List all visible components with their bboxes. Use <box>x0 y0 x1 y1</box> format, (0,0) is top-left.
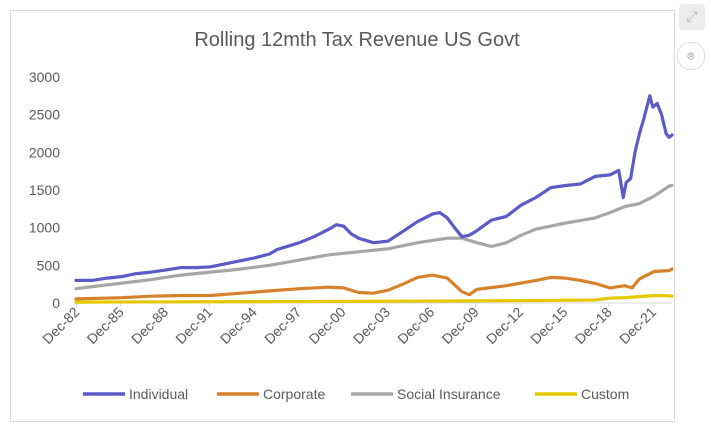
y-axis: 0 500 1000 1500 2000 2500 3000 <box>29 69 60 311</box>
x-tick-label: Dec-18 <box>572 304 615 347</box>
expand-icon[interactable]: ⤢ <box>679 4 705 30</box>
y-tick-label: 2000 <box>29 144 60 160</box>
y-tick-label: 1500 <box>29 182 60 198</box>
x-tick-label: Dec-15 <box>527 304 570 347</box>
series-line-social-insurance <box>74 183 674 291</box>
x-tick-label: Dec-97 <box>261 304 304 347</box>
y-tick-label: 2500 <box>29 107 60 123</box>
x-tick-label: Dec-21 <box>616 304 659 347</box>
legend-label-corporate: Corporate <box>263 386 325 402</box>
x-tick-label: Dec-00 <box>305 304 348 347</box>
x-tick-label: Dec-12 <box>483 304 526 347</box>
series-line-individual <box>74 94 674 282</box>
y-tick-label: 0 <box>52 295 60 311</box>
series-line-corporate <box>74 267 674 301</box>
chart-title: Rolling 12mth Tax Revenue US Govt <box>194 29 520 51</box>
x-tick-label: Dec-06 <box>394 304 437 347</box>
x-tick-label: Dec-82 <box>39 304 82 347</box>
x-axis: Dec-82 Dec-85 Dec-88 Dec-91 Dec-94 Dec-97 Dec-… <box>39 302 672 347</box>
x-tick-label: Dec-03 <box>350 304 393 347</box>
legend[interactable]: Individual Corporate Social Insurance Custo… <box>83 386 629 402</box>
legend-label-custom: Custom <box>581 386 629 402</box>
legend-label-individual: Individual <box>129 386 188 402</box>
x-tick-label: Dec-94 <box>217 304 260 347</box>
x-tick-label: Dec-91 <box>172 304 215 347</box>
y-tick-label: 1000 <box>29 220 60 236</box>
y-tick-label: 500 <box>37 257 61 273</box>
series-line-custom <box>74 293 674 304</box>
y-tick-label: 3000 <box>29 69 60 85</box>
series-lines <box>74 94 674 304</box>
x-tick-label: Dec-09 <box>438 304 481 347</box>
line-chart: Rolling 12mth Tax Revenue US Govt 0 500 10… <box>29 29 674 402</box>
legend-label-social-insurance: Social Insurance <box>397 386 501 402</box>
x-tick-label: Dec-88 <box>128 304 171 347</box>
chart-container: Rolling 12mth Tax Revenue US Govt 0 500 10… <box>10 10 675 422</box>
x-tick-label: Dec-85 <box>84 304 127 347</box>
visual-search-icon[interactable]: ⌾ <box>677 42 705 70</box>
